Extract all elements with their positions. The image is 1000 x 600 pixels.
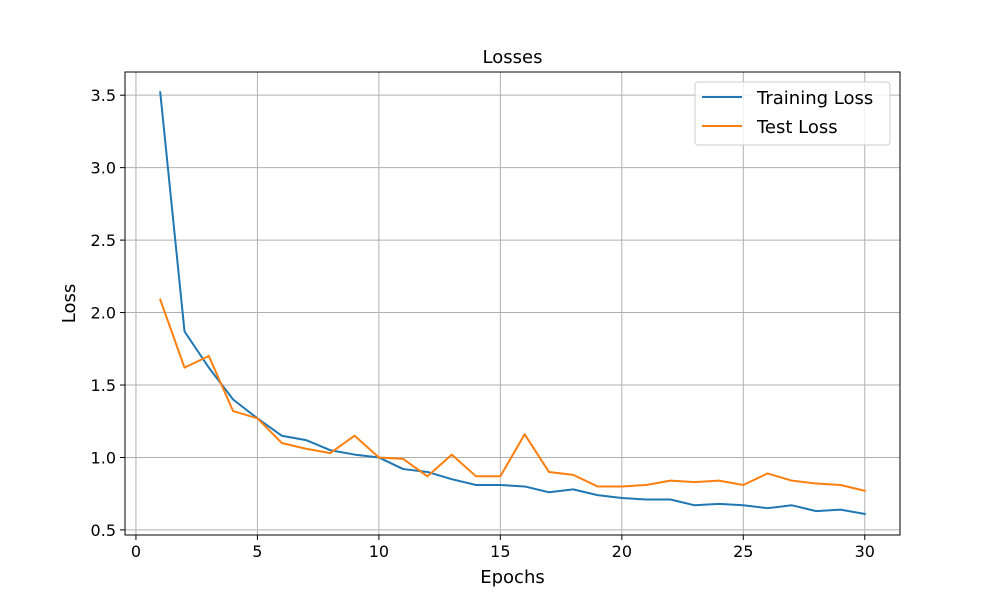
y-tick-label: 0.5 bbox=[91, 521, 116, 540]
legend-label-training: Training Loss bbox=[756, 88, 873, 109]
legend-label-test: Test Loss bbox=[756, 117, 838, 138]
x-tick-label: 5 bbox=[252, 542, 262, 561]
x-tick-label: 30 bbox=[855, 542, 875, 561]
y-tick-label: 3.0 bbox=[91, 159, 116, 178]
series-line-test-loss bbox=[158, 298, 866, 493]
y-tick-label: 1.0 bbox=[91, 448, 116, 467]
y-tick-label: 1.5 bbox=[91, 376, 116, 395]
y-tick-label: 2.5 bbox=[91, 231, 116, 250]
x-tick-label: 20 bbox=[612, 542, 632, 561]
x-tick-label: 25 bbox=[733, 542, 753, 561]
x-axis-ticks: 0 5 10 15 20 25 30 bbox=[131, 535, 875, 561]
x-tick-label: 15 bbox=[490, 542, 510, 561]
x-tick-label: 0 bbox=[131, 542, 141, 561]
series-lines bbox=[158, 91, 866, 516]
series-line-training-loss bbox=[159, 91, 866, 516]
legend: Training Loss Test Loss bbox=[694, 81, 891, 146]
chart-title: Losses bbox=[483, 47, 543, 68]
y-axis-ticks: 0.5 1.0 1.5 2.0 2.5 3.0 3.5 bbox=[91, 86, 125, 540]
x-tick-label: 10 bbox=[369, 542, 389, 561]
plot-frame bbox=[124, 71, 901, 536]
y-axis-label: Loss bbox=[59, 284, 80, 323]
legend-box bbox=[694, 81, 891, 146]
y-tick-label: 2.0 bbox=[91, 304, 116, 323]
x-axis-label: Epochs bbox=[480, 567, 545, 588]
y-tick-label: 3.5 bbox=[91, 86, 116, 105]
